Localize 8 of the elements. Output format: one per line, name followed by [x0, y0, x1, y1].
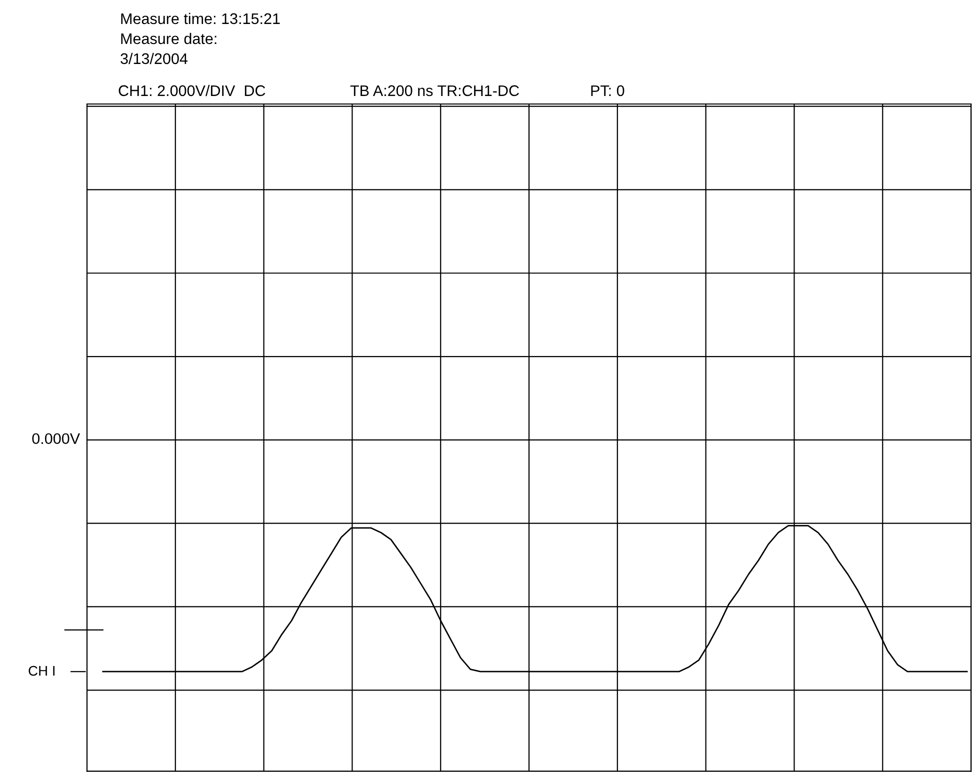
text: PT: 0 — [591, 85, 624, 96]
text: CH I — [28, 666, 54, 676]
text: 3/13/2004 — [120, 52, 188, 64]
text: CH1: 2.000V/DIV DC — [118, 84, 266, 96]
text: Measure time: 13:15:21 — [121, 12, 280, 24]
text: Measure date: — [121, 32, 216, 44]
text: TB A:200 ns TR:CH1-DC — [350, 85, 519, 96]
text: 0.000V — [32, 433, 80, 444]
